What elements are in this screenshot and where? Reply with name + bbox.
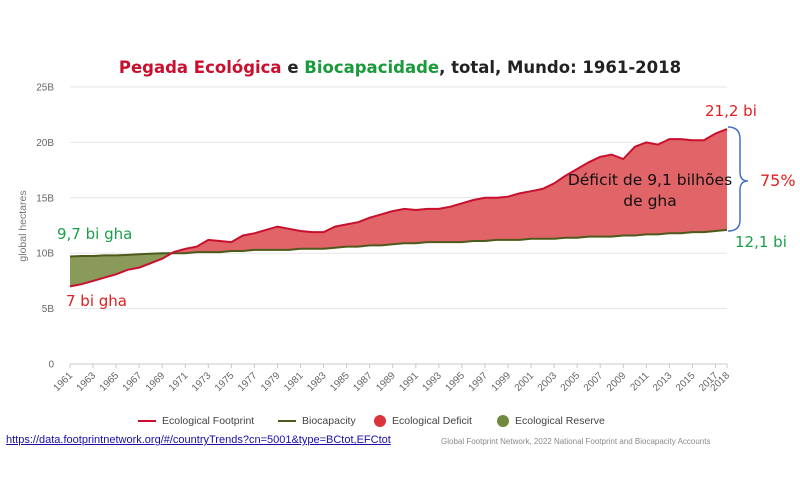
x-tick-label: 2009 [605,370,629,394]
legend-item-deficit[interactable]: Ecological Deficit [374,415,472,427]
bracket-path [727,126,749,232]
x-tick-label: 2005 [559,370,583,394]
x-tick-label: 1967 [121,370,145,394]
x-tick-label: 1971 [167,370,191,394]
x-tick-label: 2003 [536,370,560,394]
y-axis-ticks: 0 5B 10B 15B 20B 25B [36,83,54,371]
x-tick-label: 2015 [674,370,698,394]
footprint-line-swatch [138,420,156,422]
x-tick-label: 1975 [213,370,237,394]
title-conjunction: e [281,58,305,77]
x-tick-label: 1963 [75,370,99,394]
biocapacity-line-swatch [278,420,296,422]
x-tick-label: 1983 [305,370,329,394]
x-tick-label: 1987 [351,370,375,394]
x-tick-label: 1995 [444,370,468,394]
reserve-area [70,253,172,287]
legend-label-reserve: Ecological Reserve [515,415,605,427]
x-tick-label: 1999 [490,370,514,394]
y-tick-label: 5B [42,304,55,315]
x-tick-label: 1969 [144,370,168,394]
source-link[interactable]: https://data.footprintnetwork.org/#/coun… [6,434,391,446]
y-tick-label: 15B [36,193,54,204]
biocapacity-start-label: 9,7 bi gha [57,225,133,243]
x-tick-label: 1965 [98,370,122,394]
x-tick-label: 1991 [397,370,421,394]
x-tick-label: 1985 [328,370,352,394]
deficit-dot-swatch [374,415,386,427]
legend-item-footprint[interactable]: Ecological Footprint [138,415,254,427]
x-tick-label: 1997 [467,370,491,394]
x-tick-label: 2013 [651,370,675,394]
chart-title: Pegada Ecológica e Biocapacidade, total,… [0,58,800,77]
legend-label-footprint: Ecological Footprint [162,415,255,427]
y-tick-label: 10B [36,249,54,260]
title-biocapacity: Biocapacidade [304,58,440,77]
reserve-dot-swatch [497,415,509,427]
x-tick-label: 2007 [582,370,606,394]
deficit-label: Déficit de 9,1 bilhões de gha [567,171,733,210]
x-tick-label: 1977 [236,370,260,394]
biocapacity-end-label: 12,1 bi [735,233,787,251]
x-tick-label: 2011 [628,370,651,393]
deficit-area [171,129,727,254]
legend-label-biocapacity: Biocapacity [302,415,356,427]
x-tick-label: 1981 [282,370,306,394]
x-tick-label: 2001 [513,370,537,394]
footprint-start-label: 7 bi gha [66,292,127,310]
y-tick-label: 0 [48,360,54,371]
percent-label: 75% [760,171,796,190]
y-tick-label: 25B [36,83,54,94]
footprint-end-label: 21,2 bi [705,102,757,120]
x-tick-label: 1989 [374,370,398,394]
x-axis-ticks: 1961 1963 1965 1967 1969 1971 1973 1975 1977 1979… [52,364,732,394]
x-tick-label: 1961 [52,370,76,394]
source-credit: Global Footprint Network, 2022 National … [441,437,711,446]
x-tick-label: 1979 [259,370,283,394]
x-tick-label: 1993 [420,370,444,394]
deficit-bracket [727,126,749,232]
series-lines [69,128,728,288]
area-fills [70,129,727,287]
x-tick-label: 1973 [190,370,214,394]
y-tick-label: 20B [36,138,54,149]
y-axis-label: global hectares [17,190,29,261]
footprint-line [69,128,728,288]
legend-item-reserve[interactable]: Ecological Reserve [497,415,605,427]
title-footprint: Pegada Ecológica [118,58,282,77]
legend-label-deficit: Ecological Deficit [392,415,472,427]
biocapacity-line [69,228,728,258]
legend-item-biocapacity[interactable]: Biocapacity [278,415,356,427]
title-rest: , total, Mundo: 1961-2018 [439,58,682,77]
